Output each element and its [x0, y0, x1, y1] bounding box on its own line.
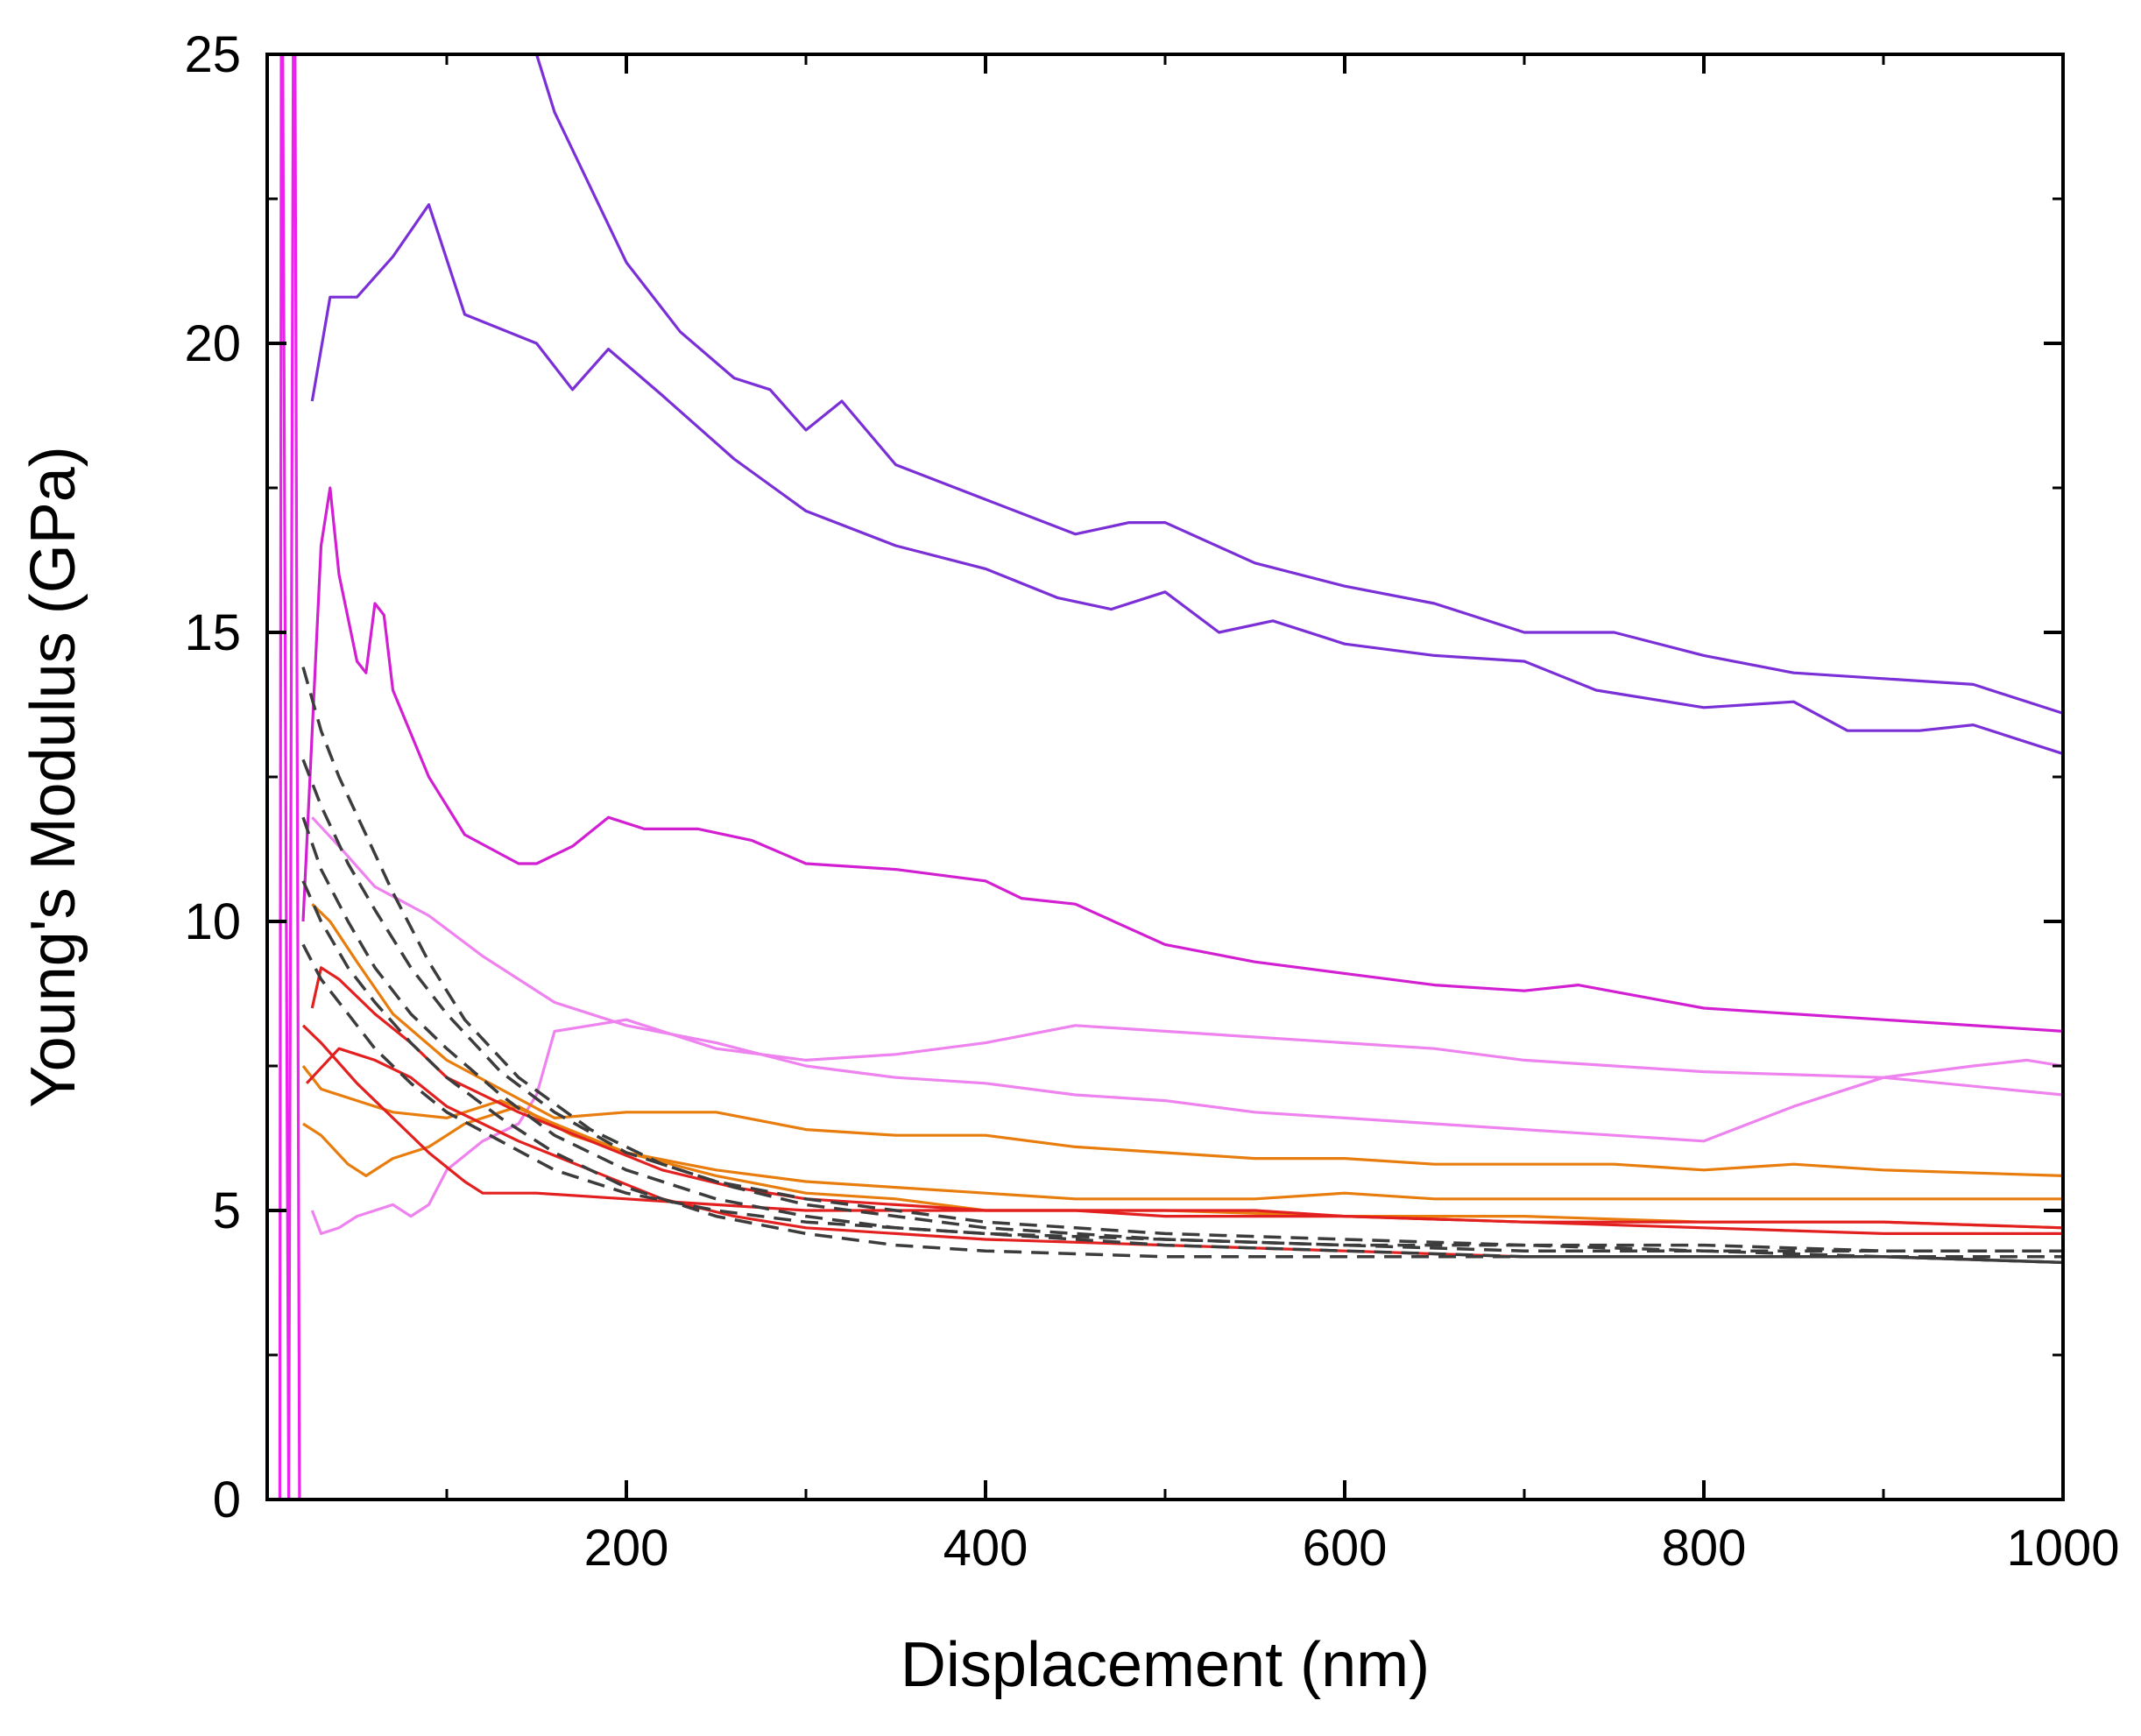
series-line-pink-2 [310, 1018, 2063, 1235]
series-line-dash-4 [301, 880, 2063, 1265]
y-tick-label-20: 20 [184, 315, 241, 372]
series-line-purple-1 [310, 203, 2063, 756]
series-line-dash-1 [301, 667, 2063, 1259]
x-tick-label-1000: 1000 [2006, 1520, 2119, 1577]
series-line-orange-1 [311, 903, 2063, 1177]
y-tick-label-15: 15 [184, 604, 241, 661]
y-tick-label-0: 0 [213, 1471, 241, 1528]
x-tick-label-400: 400 [943, 1520, 1028, 1577]
series-line-red-1 [310, 966, 2063, 1230]
plot-frame [265, 53, 2065, 1501]
x-tick-label-600: 600 [1303, 1520, 1388, 1577]
series-line-dash-2 [301, 759, 2063, 1253]
y-tick-label-25: 25 [184, 26, 241, 83]
series-line-spike-magenta [278, 54, 301, 1500]
y-tick-label-5: 5 [213, 1182, 241, 1239]
x-tick-label-800: 800 [1662, 1520, 1747, 1577]
series-line-dash-5 [301, 943, 2063, 1253]
series-layer [278, 54, 2063, 1500]
x-tick-label-200: 200 [584, 1520, 669, 1577]
series-line-purple-2 [534, 54, 2063, 715]
tick-layer: 200 400 600 800 1000 0 5 10 15 20 25 [184, 26, 2119, 1577]
series-line-orange-2 [301, 1065, 2063, 1201]
series-line-orange-3 [302, 1104, 2063, 1230]
y-axis-label: Young's Modulus (GPa) [18, 446, 88, 1108]
series-line-magenta [301, 486, 2063, 1033]
x-axis-label: Displacement (nm) [901, 1630, 1430, 1700]
y-tick-label-10: 10 [184, 893, 241, 950]
series-line-pink-1 [311, 816, 2063, 1143]
